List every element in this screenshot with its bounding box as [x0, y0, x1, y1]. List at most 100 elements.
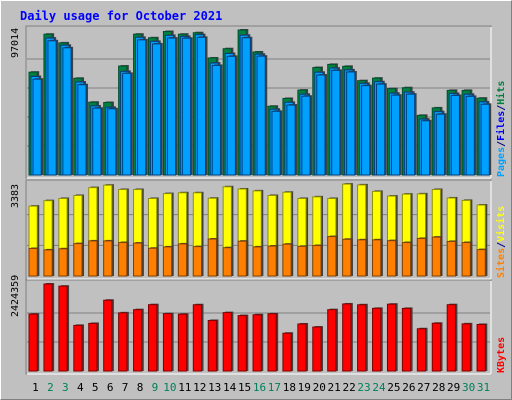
legend-item: / — [496, 242, 507, 248]
bar-kbytes-24 — [372, 307, 382, 372]
x-tick-label: 19 — [298, 381, 311, 394]
x-tick-label: 22 — [342, 381, 355, 394]
legend-item: / — [496, 105, 507, 111]
x-tick-label: 31 — [477, 381, 490, 394]
y-max-label: 3383 — [10, 184, 21, 208]
bar-pages-22 — [346, 71, 356, 176]
bar-kbytes-21 — [327, 309, 337, 372]
bar-kbytes-2 — [43, 283, 53, 372]
panel-sites-visits: 3383 Sites/Visits — [10, 179, 507, 280]
bar-pages-8 — [137, 39, 147, 176]
bar-sites-24 — [372, 239, 382, 277]
bar-sites-7 — [118, 242, 128, 277]
bar-pages-16 — [256, 55, 266, 176]
bar-pages-23 — [361, 85, 371, 176]
bar-kbytes-29 — [446, 304, 456, 372]
bar-kbytes-26 — [401, 307, 412, 372]
x-tick-label: 4 — [77, 381, 84, 394]
legend-hits-files-pages: Pages/Files/Hits — [495, 81, 507, 177]
bar-pages-19 — [301, 95, 311, 176]
x-tick-label: 12 — [193, 381, 206, 394]
bar-sites-27 — [416, 237, 427, 277]
bar-kbytes-8 — [133, 309, 143, 372]
bar-sites-16 — [252, 246, 262, 277]
bar-sites-5 — [88, 240, 98, 277]
legend-item: Files — [495, 111, 507, 141]
bar-sites-13 — [207, 238, 217, 277]
bar-sites-9 — [147, 247, 158, 277]
bar-sites-3 — [58, 248, 68, 277]
bar-kbytes-20 — [312, 326, 322, 372]
bar-kbytes-7 — [118, 312, 128, 372]
x-tick-label: 14 — [223, 381, 237, 394]
bar-kbytes-16 — [252, 314, 262, 372]
bar-pages-31 — [480, 103, 490, 176]
panel-kbytes: 2424359 KBytes — [10, 275, 507, 375]
bar-sites-29 — [446, 240, 456, 277]
x-tick-label: 8 — [137, 381, 144, 394]
bar-pages-18 — [286, 104, 296, 176]
bar-kbytes-5 — [88, 322, 98, 372]
bar-pages-15 — [241, 37, 251, 176]
x-tick-label: 18 — [283, 381, 296, 394]
bar-sites-19 — [297, 245, 307, 277]
bar-pages-2 — [47, 40, 57, 176]
x-tick-label: 3 — [62, 381, 69, 394]
legend-item: / — [496, 141, 507, 147]
x-tick-label: 1 — [32, 381, 39, 394]
bar-pages-20 — [316, 74, 326, 176]
bar-kbytes-3 — [58, 285, 68, 372]
bar-sites-30 — [461, 242, 471, 277]
bar-kbytes-27 — [416, 328, 427, 372]
bar-kbytes-17 — [267, 313, 277, 372]
bar-kbytes-23 — [357, 304, 367, 372]
bar-sites-20 — [312, 245, 322, 277]
bar-kbytes-28 — [431, 322, 441, 372]
y-max-label: 97014 — [10, 28, 21, 58]
bar-kbytes-4 — [73, 324, 83, 372]
x-tick-label: 23 — [357, 381, 370, 394]
bar-pages-13 — [211, 64, 221, 176]
x-tick-label: 11 — [178, 381, 191, 394]
bar-kbytes-13 — [207, 319, 217, 372]
bar-sites-1 — [28, 248, 38, 277]
panel-hits-files-pages: 97014 Pages/Files/Hits — [10, 25, 507, 179]
x-tick-label: 6 — [107, 381, 114, 394]
bar-pages-12 — [196, 36, 207, 176]
bar-pages-6 — [107, 108, 117, 176]
x-tick-label: 28 — [432, 381, 445, 394]
bar-pages-14 — [226, 55, 236, 176]
x-tick-label: 21 — [328, 381, 341, 394]
x-tick-label: 10 — [163, 381, 176, 394]
x-tick-label: 5 — [92, 381, 99, 394]
bar-sites-11 — [177, 243, 188, 277]
bar-kbytes-6 — [103, 299, 113, 372]
bar-sites-21 — [327, 236, 337, 277]
bar-sites-10 — [162, 246, 173, 277]
legend-item: Hits — [495, 81, 507, 105]
bar-pages-4 — [77, 84, 87, 176]
bar-sites-17 — [267, 245, 277, 277]
bar-pages-30 — [465, 95, 475, 176]
bar-pages-29 — [450, 94, 460, 176]
bar-kbytes-22 — [342, 303, 352, 372]
bar-sites-4 — [73, 243, 83, 277]
legend-kbytes: KBytes — [496, 337, 507, 373]
bar-pages-28 — [435, 113, 445, 176]
x-tick-label: 26 — [402, 381, 415, 394]
bar-kbytes-30 — [461, 323, 471, 372]
legend-sites-visits: Sites/Visits — [495, 206, 507, 278]
bar-sites-28 — [431, 236, 441, 277]
bar-sites-2 — [43, 249, 53, 277]
x-tick-label: 25 — [387, 381, 400, 394]
x-tick-label: 24 — [372, 381, 386, 394]
x-tick-label: 17 — [268, 381, 281, 394]
x-tick-label: 7 — [122, 381, 129, 394]
bar-sites-23 — [357, 239, 367, 277]
chart-title: Daily usage for October 2021 — [20, 9, 222, 23]
bar-pages-27 — [420, 120, 431, 176]
x-tick-label: 15 — [238, 381, 251, 394]
bar-pages-11 — [181, 37, 192, 176]
bar-pages-7 — [122, 72, 132, 176]
